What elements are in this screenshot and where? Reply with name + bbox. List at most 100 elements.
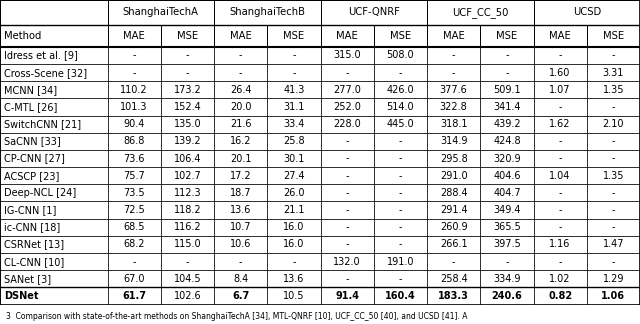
Bar bbox=[0, 236, 108, 253]
Text: Method: Method bbox=[4, 31, 41, 41]
Bar bbox=[587, 81, 640, 98]
Bar bbox=[587, 184, 640, 202]
Text: -: - bbox=[346, 136, 349, 146]
Bar bbox=[480, 202, 534, 219]
Text: ShanghaiTechB: ShanghaiTechB bbox=[229, 7, 305, 17]
Bar bbox=[108, 116, 161, 133]
Bar bbox=[214, 167, 268, 184]
Bar bbox=[108, 287, 161, 305]
Text: 16.0: 16.0 bbox=[284, 222, 305, 232]
Bar bbox=[587, 25, 640, 47]
Bar bbox=[161, 236, 214, 253]
Text: -: - bbox=[612, 154, 615, 164]
Text: -: - bbox=[346, 154, 349, 164]
Text: ACSCP [23]: ACSCP [23] bbox=[4, 171, 60, 181]
Text: -: - bbox=[346, 68, 349, 78]
Bar bbox=[374, 116, 427, 133]
Bar bbox=[480, 25, 534, 47]
Text: 13.6: 13.6 bbox=[230, 205, 252, 215]
Bar bbox=[321, 25, 374, 47]
Bar bbox=[587, 202, 640, 219]
Text: 240.6: 240.6 bbox=[492, 291, 522, 301]
Bar bbox=[214, 150, 268, 167]
Text: 160.4: 160.4 bbox=[385, 291, 416, 301]
Bar bbox=[587, 47, 640, 64]
Text: 191.0: 191.0 bbox=[387, 257, 414, 267]
Bar bbox=[0, 253, 108, 270]
Bar bbox=[374, 202, 427, 219]
Text: DSNet: DSNet bbox=[4, 291, 38, 301]
Bar bbox=[161, 167, 214, 184]
Text: 260.9: 260.9 bbox=[440, 222, 467, 232]
Text: CP-CNN [27]: CP-CNN [27] bbox=[4, 154, 65, 164]
Text: 1.16: 1.16 bbox=[550, 239, 571, 249]
Text: 509.1: 509.1 bbox=[493, 85, 521, 95]
Bar bbox=[427, 47, 480, 64]
Bar bbox=[268, 47, 321, 64]
Text: 132.0: 132.0 bbox=[333, 257, 361, 267]
Bar bbox=[268, 202, 321, 219]
Text: -: - bbox=[452, 51, 456, 61]
Bar bbox=[321, 98, 374, 116]
Text: 68.2: 68.2 bbox=[124, 239, 145, 249]
Text: 173.2: 173.2 bbox=[173, 85, 201, 95]
Bar bbox=[0, 150, 108, 167]
Bar bbox=[161, 287, 214, 305]
Text: 183.3: 183.3 bbox=[438, 291, 469, 301]
Bar bbox=[161, 202, 214, 219]
Bar bbox=[587, 236, 640, 253]
Bar bbox=[268, 133, 321, 150]
Bar bbox=[321, 47, 374, 64]
Bar bbox=[0, 184, 108, 202]
Bar bbox=[534, 25, 587, 47]
Bar bbox=[427, 184, 480, 202]
Text: 295.8: 295.8 bbox=[440, 154, 467, 164]
Text: Cross-Scene [32]: Cross-Scene [32] bbox=[4, 68, 87, 78]
Text: SwitchCNN [21]: SwitchCNN [21] bbox=[4, 119, 81, 129]
Text: 277.0: 277.0 bbox=[333, 85, 361, 95]
Bar bbox=[108, 202, 161, 219]
Bar bbox=[480, 184, 534, 202]
Text: UCF_CC_50: UCF_CC_50 bbox=[452, 7, 508, 18]
Bar bbox=[108, 0, 214, 25]
Bar bbox=[0, 270, 108, 287]
Bar bbox=[108, 133, 161, 150]
Bar bbox=[108, 270, 161, 287]
Bar bbox=[427, 236, 480, 253]
Text: C-MTL [26]: C-MTL [26] bbox=[4, 102, 57, 112]
Bar bbox=[268, 270, 321, 287]
Bar bbox=[321, 64, 374, 81]
Text: 397.5: 397.5 bbox=[493, 239, 521, 249]
Text: 1.02: 1.02 bbox=[549, 274, 571, 284]
Text: 3.31: 3.31 bbox=[603, 68, 624, 78]
Text: ic-CNN [18]: ic-CNN [18] bbox=[4, 222, 60, 232]
Text: -: - bbox=[346, 222, 349, 232]
Text: 1.47: 1.47 bbox=[603, 239, 624, 249]
Text: 10.6: 10.6 bbox=[230, 239, 252, 249]
Text: 365.5: 365.5 bbox=[493, 222, 521, 232]
Text: -: - bbox=[558, 222, 562, 232]
Text: 30.1: 30.1 bbox=[284, 154, 305, 164]
Bar bbox=[480, 287, 534, 305]
Text: 102.6: 102.6 bbox=[173, 291, 201, 301]
Bar bbox=[374, 270, 427, 287]
Text: 404.6: 404.6 bbox=[493, 171, 520, 181]
Bar bbox=[0, 98, 108, 116]
Text: -: - bbox=[239, 68, 243, 78]
Text: 1.29: 1.29 bbox=[603, 274, 624, 284]
Bar bbox=[214, 219, 268, 236]
Text: -: - bbox=[612, 51, 615, 61]
Bar bbox=[0, 133, 108, 150]
Text: -: - bbox=[186, 51, 189, 61]
Text: 1.35: 1.35 bbox=[603, 171, 624, 181]
Text: 104.5: 104.5 bbox=[173, 274, 201, 284]
Text: 68.5: 68.5 bbox=[124, 222, 145, 232]
Bar bbox=[374, 167, 427, 184]
Bar bbox=[587, 116, 640, 133]
Text: 116.2: 116.2 bbox=[173, 222, 201, 232]
Text: 315.0: 315.0 bbox=[333, 51, 361, 61]
Text: 101.3: 101.3 bbox=[120, 102, 148, 112]
Bar bbox=[161, 270, 214, 287]
Text: 6.7: 6.7 bbox=[232, 291, 249, 301]
Text: MAE: MAE bbox=[549, 31, 571, 41]
